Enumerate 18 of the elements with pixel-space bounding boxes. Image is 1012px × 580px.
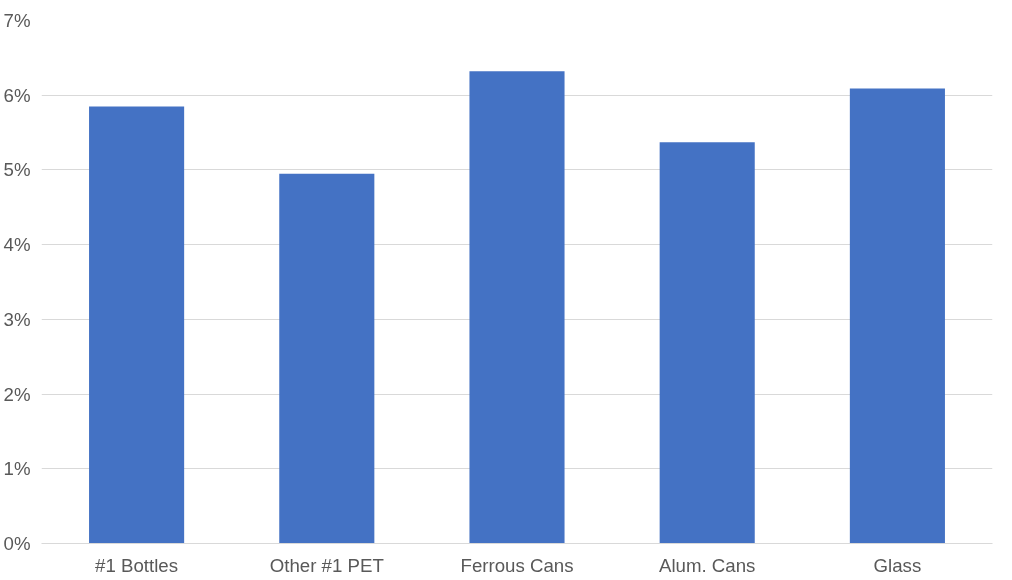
y-tick-label: 0% — [3, 533, 31, 554]
bar — [469, 71, 565, 544]
x-tick-label: Glass — [873, 554, 922, 576]
y-tick-label: 4% — [3, 234, 31, 256]
bar — [849, 88, 945, 544]
y-tick-label: 1% — [3, 458, 31, 480]
y-tick-label: 5% — [3, 159, 31, 181]
y-tick-label: 6% — [3, 84, 31, 106]
x-tick-label: #1 Bottles — [95, 554, 179, 576]
y-tick-label: 3% — [3, 308, 31, 330]
x-tick-label: Ferrous Cans — [460, 554, 574, 576]
bar — [659, 142, 755, 544]
x-tick-label: Other #1 PET — [269, 554, 384, 576]
x-tick-label: Alum. Cans — [658, 554, 756, 576]
bar — [279, 173, 375, 544]
y-tick-label: 7% — [3, 10, 31, 31]
bar — [89, 106, 185, 544]
y-tick-label: 2% — [3, 383, 31, 405]
